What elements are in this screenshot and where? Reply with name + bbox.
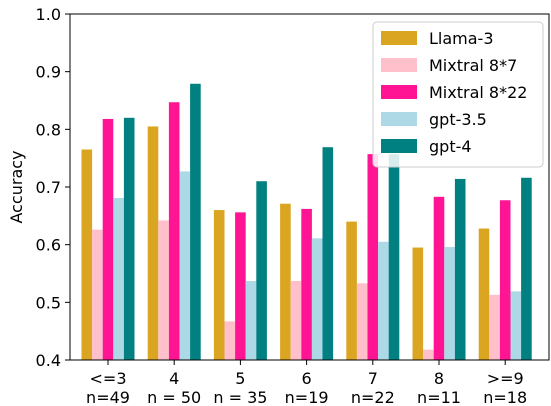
x-tick-count-label: n = 35 xyxy=(213,388,267,406)
bar-gpt-3-5-2 xyxy=(245,281,257,360)
y-axis-label: Accuracy xyxy=(7,150,26,223)
bar-gpt-3-5-1 xyxy=(179,171,191,360)
bar-gpt-4-5 xyxy=(454,178,466,360)
y-tick-label: 0.6 xyxy=(36,236,61,255)
bar-llama-3-0 xyxy=(81,149,93,360)
bar-gpt-3-5-3 xyxy=(311,238,323,360)
bar-mixtral-8-22-3 xyxy=(301,208,312,360)
x-tick-count-label: n=22 xyxy=(351,388,395,406)
bar-gpt-4-2 xyxy=(256,181,267,360)
x-tick-count-label: n=18 xyxy=(483,388,527,406)
ticks-layer: 0.4 0.5 0.6 0.7 0.8 0.9 1.0 <=3n=49 4n = 50 5n = … xyxy=(36,5,528,406)
bar-mixtral-8-7-1 xyxy=(158,220,169,360)
y-tick-label: 0.8 xyxy=(36,120,61,139)
legend-swatch xyxy=(381,31,417,45)
legend-label: gpt-3.5 xyxy=(429,110,487,129)
bar-mixtral-8-22-4 xyxy=(367,154,379,360)
bar-mixtral-8-22-5 xyxy=(433,196,445,360)
bar-mixtral-8-7-6 xyxy=(489,294,500,360)
bar-gpt-3-5-5 xyxy=(444,246,455,360)
bar-mixtral-8-7-0 xyxy=(92,229,103,360)
bar-gpt-4-0 xyxy=(123,117,135,360)
y-tick-label: 0.7 xyxy=(36,178,61,197)
bar-gpt-3-5-4 xyxy=(378,241,389,360)
bar-llama-3-5 xyxy=(412,247,424,360)
x-tick-label: 7 xyxy=(368,369,378,388)
bar-llama-3-2 xyxy=(213,210,225,360)
bar-gpt-4-4 xyxy=(388,154,400,360)
x-tick-label: <=3 xyxy=(90,369,127,388)
x-tick-label: 6 xyxy=(302,369,312,388)
bar-llama-3-4 xyxy=(346,221,357,360)
x-tick-label: 5 xyxy=(235,369,245,388)
bar-gpt-3-5-6 xyxy=(510,291,522,360)
bar-llama-3-6 xyxy=(478,228,490,360)
bar-mixtral-8-7-5 xyxy=(423,349,434,360)
y-tick-label: 0.9 xyxy=(36,63,61,82)
x-tick-count-label: n=11 xyxy=(417,388,461,406)
bar-mixtral-8-22-0 xyxy=(102,118,114,360)
x-tick-label: 8 xyxy=(434,369,444,388)
x-tick-count-label: n=49 xyxy=(86,388,130,406)
legend-label: Mixtral 8*7 xyxy=(429,56,517,75)
legend: Llama-3 Mixtral 8*7 Mixtral 8*22 gpt-3.5 gpt… xyxy=(372,21,544,168)
bar-gpt-4-3 xyxy=(322,147,334,360)
legend-swatch xyxy=(381,112,417,126)
bar-gpt-4-1 xyxy=(190,83,201,360)
x-tick-count-label: n = 50 xyxy=(147,388,201,406)
legend-swatch xyxy=(381,85,417,99)
bar-mixtral-8-22-2 xyxy=(235,212,246,360)
legend-swatch xyxy=(381,139,417,153)
x-tick-label: >=9 xyxy=(487,369,524,388)
y-tick-label: 1.0 xyxy=(36,5,61,24)
bar-mixtral-8-7-3 xyxy=(290,281,302,360)
x-tick-label: 4 xyxy=(169,369,179,388)
y-tick-label: 0.4 xyxy=(36,351,61,370)
bar-llama-3-3 xyxy=(280,203,291,360)
bar-mixtral-8-7-4 xyxy=(356,283,368,360)
bars-layer xyxy=(81,83,532,360)
legend-swatch xyxy=(381,58,417,72)
bar-gpt-3-5-0 xyxy=(113,197,124,360)
bar-mixtral-8-7-2 xyxy=(224,321,236,360)
x-tick-count-label: n=19 xyxy=(285,388,329,406)
legend-label: Llama-3 xyxy=(429,29,494,48)
bar-mixtral-8-22-6 xyxy=(499,200,511,360)
y-tick-label: 0.5 xyxy=(36,293,61,312)
bar-llama-3-1 xyxy=(147,126,159,360)
legend-label: Mixtral 8*22 xyxy=(429,83,527,102)
bar-gpt-4-6 xyxy=(521,177,532,360)
legend-label: gpt-4 xyxy=(429,137,472,156)
bar-mixtral-8-22-1 xyxy=(168,102,180,360)
